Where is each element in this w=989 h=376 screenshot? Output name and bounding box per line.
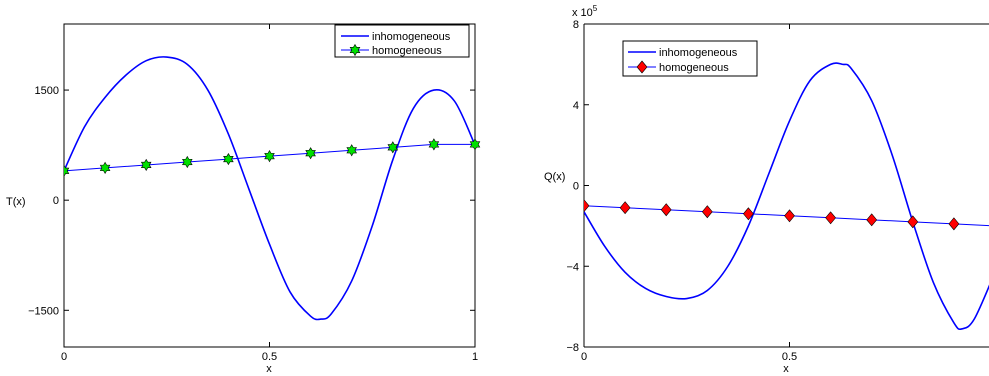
x-axis-label-left: x [266, 363, 272, 375]
data-point-star [264, 150, 275, 163]
y-tick-label: −8 [566, 342, 579, 354]
data-point-diamond [784, 209, 795, 223]
exponent-power: 5 [593, 4, 598, 13]
legend-label-homogeneous-right: homogeneous [659, 62, 729, 74]
legend-label-inhomogeneous-right: inhomogeneous [659, 47, 738, 59]
y-axis-label-left: T(x) [6, 196, 26, 208]
data-point-diamond [825, 211, 836, 225]
data-point-star [305, 147, 316, 160]
data-point-star [428, 138, 440, 151]
legend-label-inhomogeneous-left: inhomogeneous [372, 31, 451, 43]
series-line-inhomogeneous [64, 56, 476, 321]
y-tick-label: 1500 [35, 85, 59, 97]
legend-marker-diamond-right [636, 60, 648, 74]
x-tick-label: 0.5 [262, 351, 277, 363]
data-point-star [99, 161, 111, 174]
y-tick-label: 8 [573, 19, 579, 31]
data-point-diamond [948, 217, 960, 231]
legend-left: inhomogeneous homogeneous [334, 24, 470, 58]
data-point-diamond [584, 199, 590, 213]
legend-label-homogeneous-left: homogeneous [372, 45, 442, 57]
y-tick-label: 0 [53, 195, 59, 207]
legend-box-right [622, 40, 758, 77]
series-right [584, 62, 989, 331]
ticks-right: 0 0.5 −8 −4 0 4 8 [566, 19, 797, 363]
y-axis-label-right: Q(x) [544, 171, 565, 183]
x-tick-label: 1 [472, 351, 478, 363]
x-tick-label: 0.5 [782, 351, 797, 363]
ticks-left: 0 0.5 1 −1500 0 1500 [28, 24, 478, 363]
data-point-diamond [660, 203, 672, 217]
y-tick-label: 0 [573, 181, 579, 193]
data-point-diamond [743, 207, 754, 221]
legend-marker-star-left [349, 43, 361, 57]
data-point-star [346, 144, 357, 157]
y-tick-label: −4 [566, 261, 579, 273]
data-point-star [469, 138, 481, 151]
data-point-diamond [907, 215, 919, 229]
series-line-inhomogeneous [584, 62, 989, 331]
series-left [64, 56, 481, 321]
x-tick-label: 0 [61, 351, 67, 363]
chart-right-heat-flux: 0 0.5 −8 −4 0 4 8 x Q(x) x 105 inhomogeneous h… [544, 4, 989, 375]
data-point-star [140, 158, 152, 172]
data-point-star [64, 164, 70, 177]
x-tick-label: 0 [581, 351, 587, 363]
exponent-base: x 10 [572, 7, 593, 19]
data-point-diamond [701, 205, 713, 219]
chart-left-temperature: 0 0.5 1 −1500 0 1500 x T(x) inhomogeneous hom… [6, 23, 481, 375]
y-tick-label: 4 [573, 100, 579, 112]
data-point-diamond [866, 213, 878, 227]
y-axis-exponent-right: x 105 [572, 4, 598, 19]
data-point-star [182, 155, 193, 169]
series-clip-group [584, 62, 989, 331]
plot-area-left [63, 23, 476, 348]
data-point-star [387, 141, 399, 154]
legend-right: inhomogeneous homogeneous [622, 40, 758, 77]
data-point-star [223, 152, 234, 166]
y-tick-label: −1500 [28, 305, 59, 317]
series-clip-group [64, 56, 481, 321]
data-point-diamond [619, 201, 631, 215]
x-axis-label-right: x [783, 363, 789, 375]
